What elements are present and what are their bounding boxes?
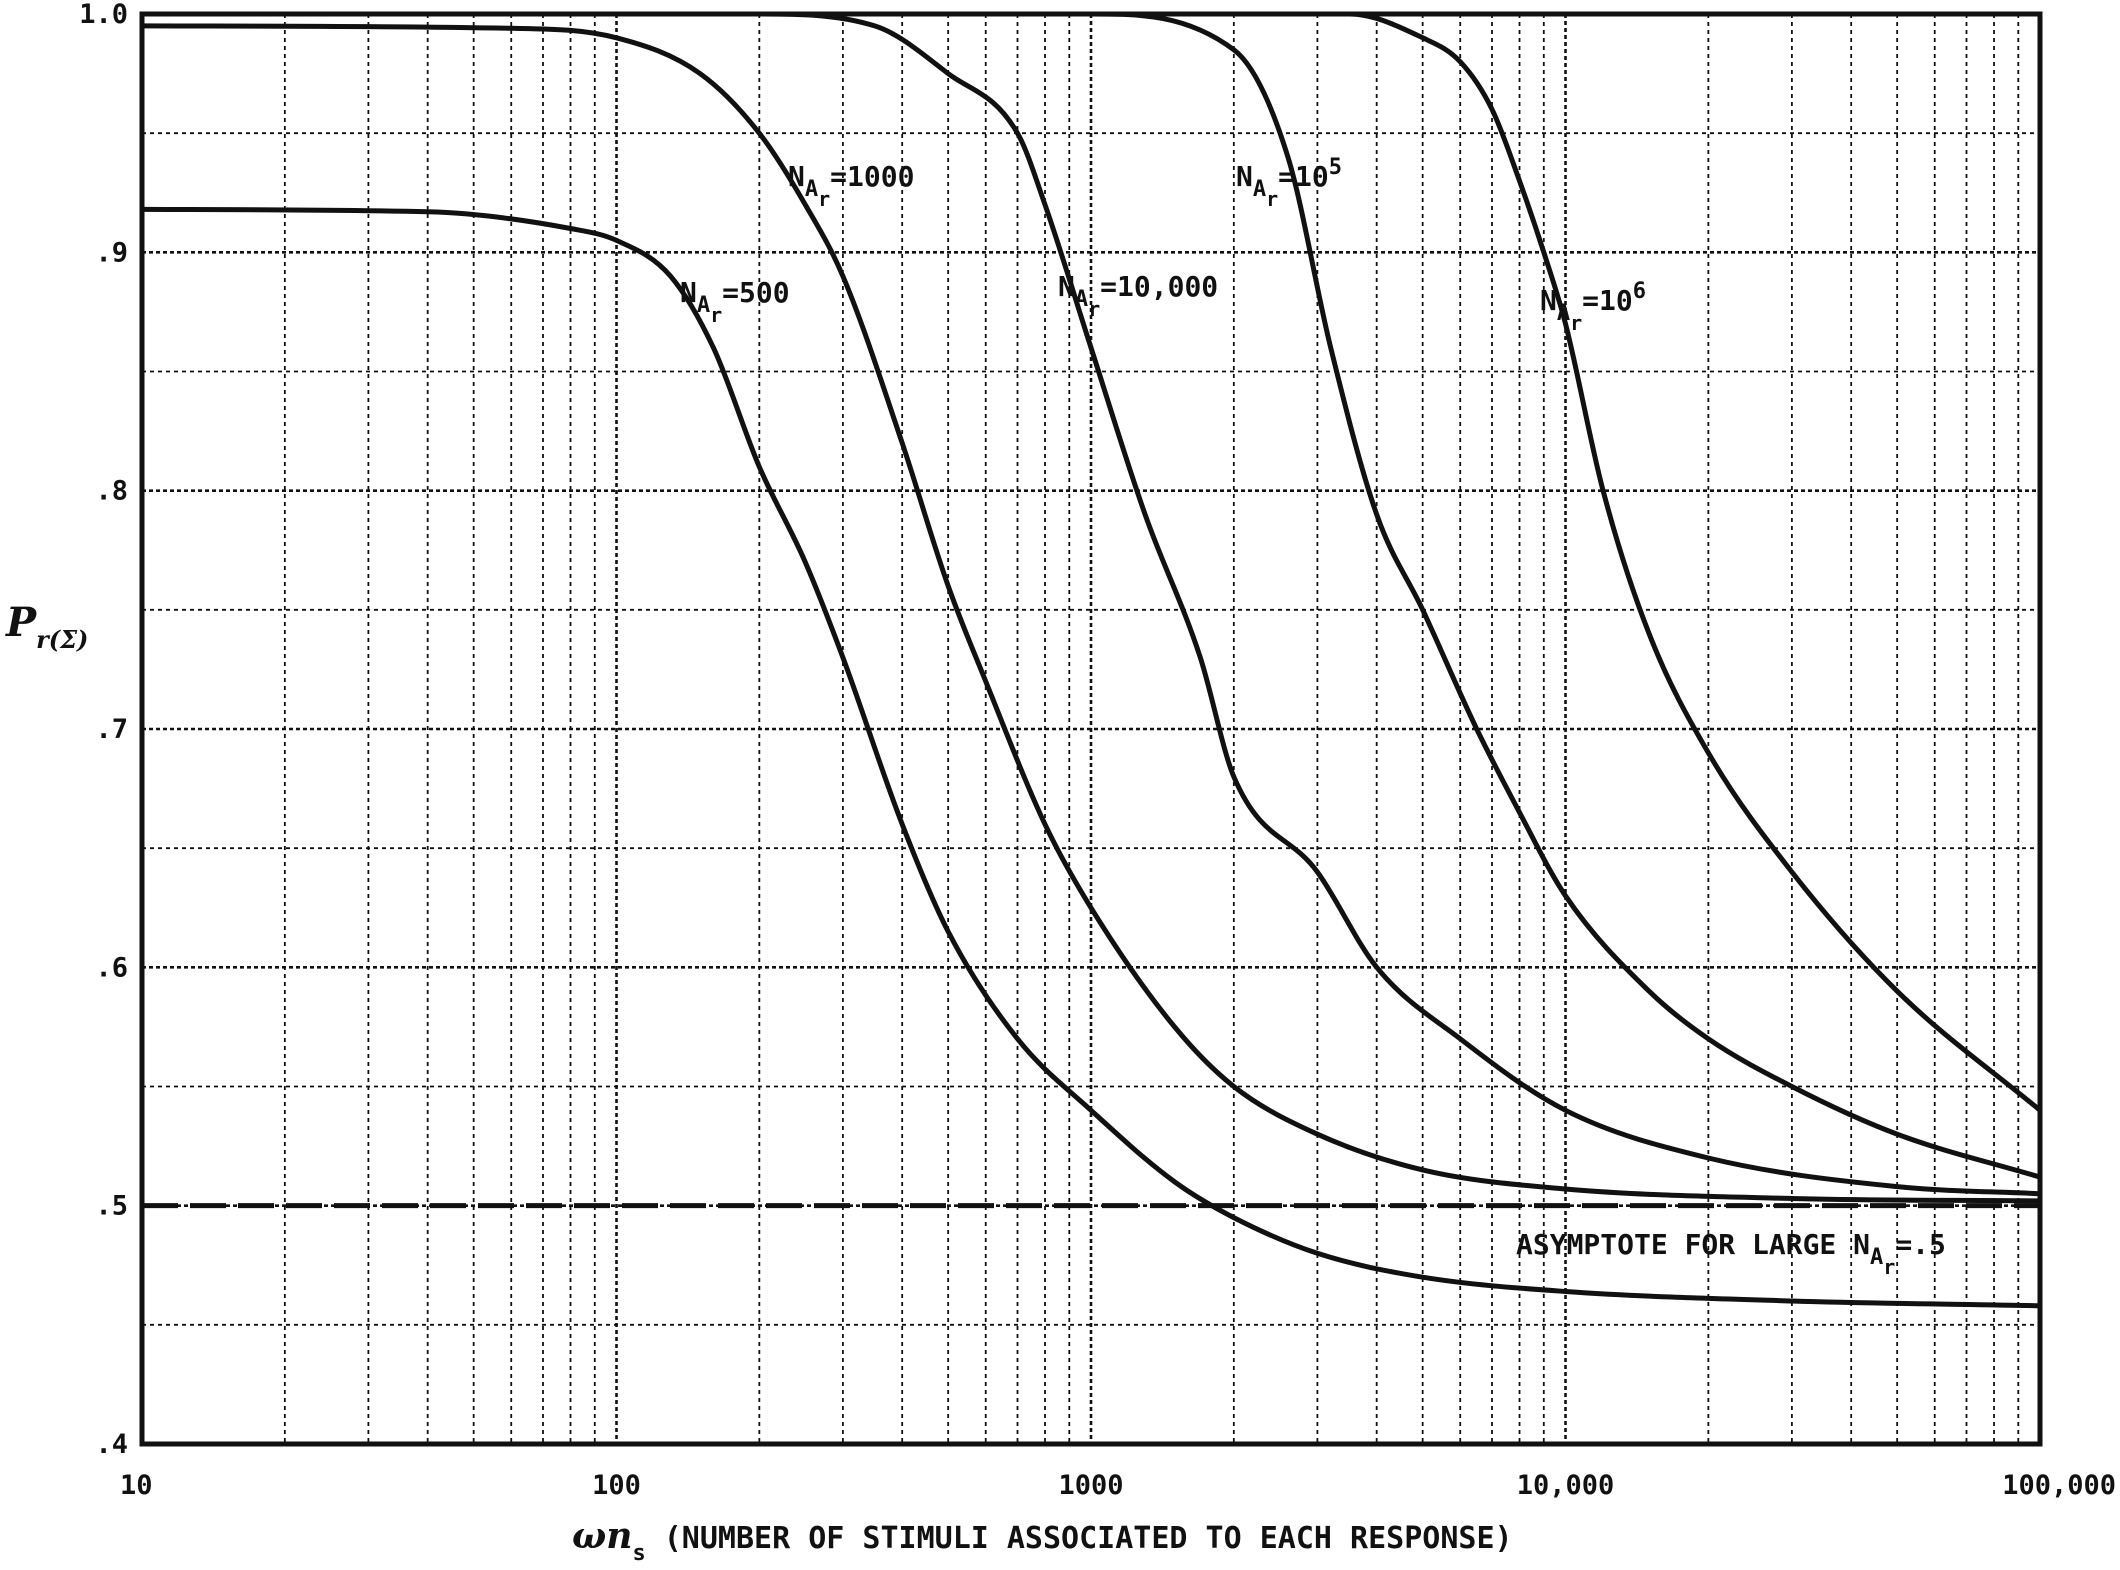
series-labels: NAr=500 NAr=1000 NAr=10,000 NAr=105 NAr=106 A… [680,155,1946,1279]
y-axis-label: Pr(Σ) [5,599,88,654]
series-line-0 [139,206,2043,1309]
y-tick-label: .9 [95,237,128,268]
y-tick-label: .6 [95,952,128,983]
series-label-3: NAr=105 [1236,155,1342,211]
series-label-2: NAr=10,000 [1058,270,1218,321]
y-tick-label: .4 [95,1429,128,1460]
asymptote-label: ASYMPTOTE FOR LARGE NAr=.5 [1516,1228,1946,1279]
y-tick-label: .7 [95,714,128,745]
series-line-2 [139,11,2043,1197]
y-tick-label: .8 [95,476,128,507]
y-axis-label-symbol: P [5,599,38,646]
x-tick-label: 10,000 [1517,1470,1615,1501]
tick-labels: 1.0 .9 .8 .7 .6 .5 .4 10 100 1000 10,000 100,000 [79,0,2116,1501]
x-tick-label: 10 [120,1470,153,1501]
x-axis-label: ωns (NUMBER OF STIMULI ASSOCIATED TO EACH… [572,1515,1513,1566]
x-tick-label: 100,000 [2002,1470,2116,1501]
x-tick-label: 100 [592,1470,641,1501]
y-tick-label: 1.0 [79,0,128,30]
x-tick-label: 1000 [1058,1470,1123,1501]
x-axis-label-text: (NUMBER OF STIMULI ASSOCIATED TO EACH RE… [664,1521,1513,1556]
series-label-0: NAr=500 [680,276,790,327]
y-axis-label-sub: r(Σ) [36,625,88,654]
series-line-1 [139,23,2043,1204]
y-tick-label: .5 [95,1191,128,1222]
series-label-4: NAr=106 [1540,279,1646,335]
x-axis-label-sub: s [632,1541,645,1566]
plot-frame [139,11,2043,1447]
series-label-1: NAr=1000 [788,160,914,211]
x-axis-label-symbol: ωn [572,1515,632,1557]
